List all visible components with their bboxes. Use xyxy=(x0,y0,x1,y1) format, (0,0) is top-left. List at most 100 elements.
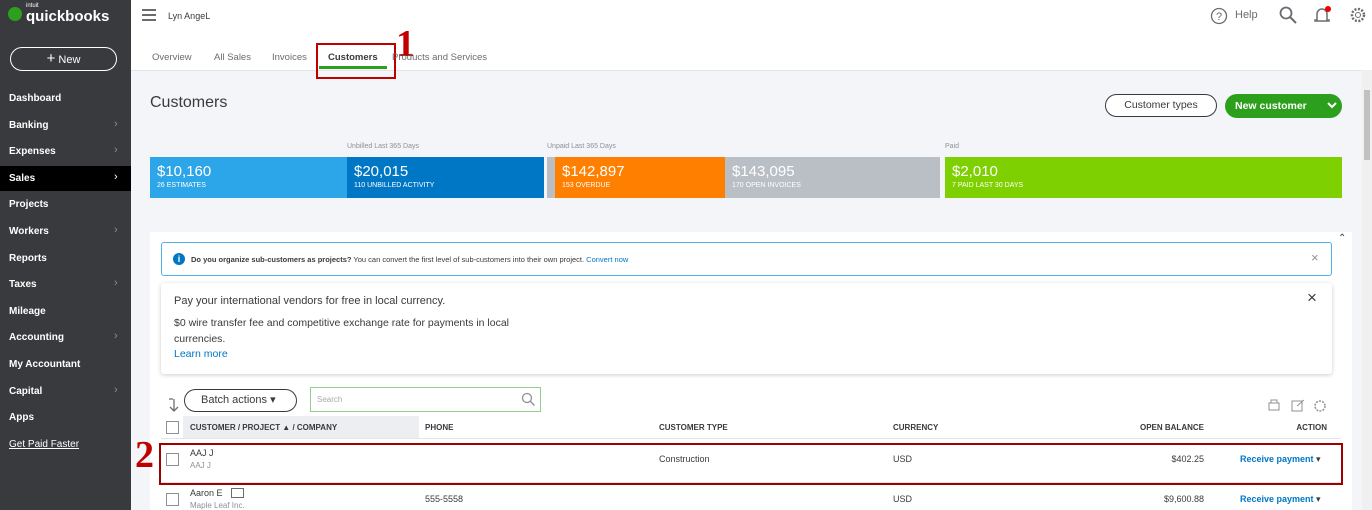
notice-body: You can convert the first level of sub-c… xyxy=(353,255,585,264)
notice-bold: Do you organize sub-customers as project… xyxy=(191,255,352,264)
nav-item[interactable]: Expenses xyxy=(9,146,56,158)
customer-name[interactable]: AAJ J xyxy=(190,448,214,458)
batch-label: Batch actions xyxy=(201,394,268,406)
receive-payment[interactable]: Receive payment xyxy=(1240,454,1314,464)
nav-item[interactable]: Dashboard xyxy=(9,93,62,104)
tile-amount: $2,010 xyxy=(952,163,998,180)
bell-icon[interactable] xyxy=(1314,5,1332,25)
new-customer-button[interactable]: New customer xyxy=(1225,94,1342,118)
help-label[interactable]: Help xyxy=(1235,9,1258,21)
money-tile[interactable] xyxy=(725,157,940,198)
open-balance: $9,600.88 xyxy=(1163,494,1204,504)
search-box[interactable]: Search xyxy=(310,387,541,412)
get-paid-link[interactable]: Get Paid Faster xyxy=(9,439,80,450)
nav-item[interactable]: Apps xyxy=(9,412,34,424)
annotation: 1 xyxy=(396,23,415,65)
logo-icon xyxy=(8,7,22,21)
submenu-arrow: › xyxy=(114,330,118,343)
nav-item[interactable]: Capital xyxy=(9,385,43,397)
action-dropdown[interactable]: ▾ xyxy=(1316,454,1321,464)
tile-amount: $10,160 xyxy=(157,163,212,180)
nav-item[interactable]: Taxes xyxy=(9,279,37,291)
promo-body: $0 wire transfer fee and competitive exc… xyxy=(174,317,510,345)
sidebar: intuit quickbooks + New Get Paid Faster xyxy=(0,0,131,510)
tab[interactable]: Products and Services xyxy=(392,52,488,63)
money-tile[interactable] xyxy=(945,157,1342,198)
checkbox[interactable] xyxy=(166,421,179,434)
tile-label: 110 UNBILLED ACTIVITY xyxy=(354,182,435,189)
currency: USD xyxy=(893,494,913,504)
close-notice[interactable]: × xyxy=(1311,250,1319,265)
phone: 555-5558 xyxy=(425,494,464,504)
svg-text:?: ? xyxy=(1216,11,1222,23)
row-highlight xyxy=(159,443,1343,485)
scrollbar[interactable] xyxy=(1362,70,1372,510)
nav-item[interactable]: Projects xyxy=(9,199,49,211)
nav-item[interactable]: Mileage xyxy=(9,305,46,317)
nav-item[interactable]: Reports xyxy=(9,252,47,264)
close-promo[interactable]: × xyxy=(1307,288,1317,307)
top-bar xyxy=(131,0,1372,71)
customer-types-button[interactable]: Customer types xyxy=(1105,94,1217,117)
search-icon[interactable] xyxy=(1279,6,1297,24)
table-tools[interactable] xyxy=(1267,398,1329,414)
email-icon xyxy=(231,488,244,498)
brand: quickbooks xyxy=(26,8,110,25)
submenu-arrow: › xyxy=(114,383,118,396)
nav-item[interactable]: My Accountant xyxy=(9,359,81,370)
receive-payment[interactable]: Receive payment xyxy=(1240,494,1314,504)
info-icon: i xyxy=(173,253,185,265)
page-title: Customers xyxy=(150,94,228,111)
action-dropdown[interactable]: ▾ xyxy=(1316,494,1321,504)
money-tile[interactable] xyxy=(150,157,347,198)
currency: USD xyxy=(893,454,913,464)
help-icon[interactable]: ? xyxy=(1210,7,1228,25)
tab[interactable]: All Sales xyxy=(214,52,251,63)
notice-link[interactable]: Convert now xyxy=(586,255,629,264)
hamburger[interactable] xyxy=(142,9,156,21)
column-header[interactable]: ACTION xyxy=(1296,423,1327,432)
user-name: Lyn AngeL xyxy=(168,11,211,21)
tab[interactable]: Invoices xyxy=(272,52,307,63)
row-divider xyxy=(161,482,1341,483)
sort-icon[interactable] xyxy=(168,398,180,412)
nav-item[interactable]: Sales xyxy=(9,172,36,184)
gear-icon[interactable] xyxy=(1349,6,1367,24)
column-header[interactable]: OPEN BALANCE xyxy=(1139,423,1204,432)
notice-text: Do you organize sub-customers as project… xyxy=(191,255,628,264)
column-header[interactable]: PHONE xyxy=(425,423,454,432)
checkbox[interactable] xyxy=(166,493,179,506)
promo-link[interactable]: Learn more xyxy=(174,348,228,360)
money-tile[interactable] xyxy=(555,157,725,198)
new-button[interactable]: + New xyxy=(10,47,117,71)
scroll-thumb[interactable] xyxy=(1364,90,1370,160)
tile-label: 26 ESTIMATES xyxy=(157,182,206,189)
column-header[interactable]: CUSTOMER TYPE xyxy=(659,423,728,432)
checkbox[interactable] xyxy=(166,453,179,466)
submenu-arrow: › xyxy=(114,144,118,157)
tab[interactable]: Customers xyxy=(328,52,378,63)
nav-item[interactable]: Banking xyxy=(9,119,49,131)
nav-item[interactable]: Accounting xyxy=(9,332,64,344)
tile-amount: $142,897 xyxy=(562,163,625,180)
sorted-column-bg xyxy=(183,416,419,438)
nav-item[interactable]: Workers xyxy=(9,226,49,237)
new-customer-label: New customer xyxy=(1235,100,1307,112)
promo-title: Pay your international vendors for free … xyxy=(174,295,446,307)
company-name: Maple Leaf Inc. xyxy=(190,501,245,510)
column-header[interactable]: CURRENCY xyxy=(893,423,939,432)
new-label: New xyxy=(58,54,81,66)
scroll-up[interactable]: ⌃ xyxy=(1338,233,1347,244)
submenu-arrow: › xyxy=(114,224,118,236)
brand-small: intuit xyxy=(26,3,39,9)
column-header[interactable]: CUSTOMER / PROJECT ▲ / COMPANY xyxy=(190,423,338,432)
money-tile[interactable] xyxy=(347,157,544,198)
customer-name[interactable]: Aaron E xyxy=(190,488,223,498)
tab[interactable]: Overview xyxy=(152,52,192,63)
group-label: Paid xyxy=(945,143,960,150)
notice-box xyxy=(161,242,1332,276)
batch-actions-button[interactable]: Batch actions ▾ xyxy=(184,389,297,412)
active-item-bg xyxy=(0,165,131,191)
tile-amount: $20,015 xyxy=(354,163,409,180)
